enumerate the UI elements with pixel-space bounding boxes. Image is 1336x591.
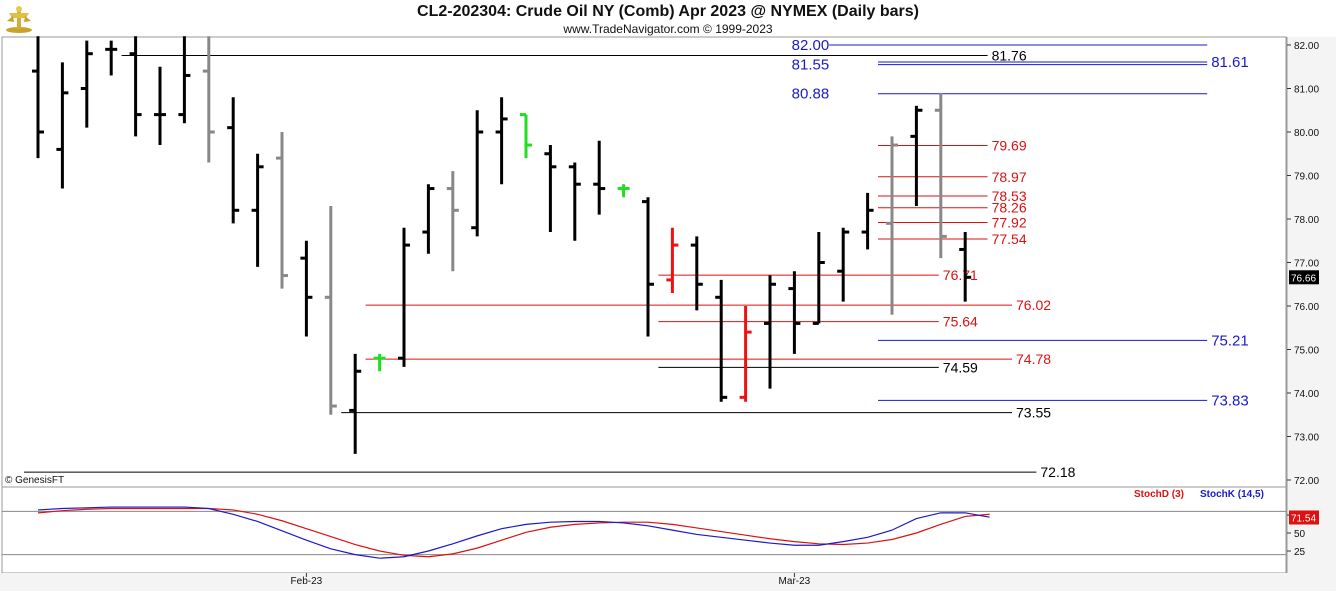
level-label: 73.83: [1211, 392, 1249, 409]
level-label: 74.59: [943, 359, 978, 375]
stochastic-panel-frame: [1, 486, 1287, 574]
y-axis-band: [1287, 37, 1336, 591]
last-price-label: 76.66: [1291, 273, 1316, 284]
y-tick-label: 80.00: [1294, 128, 1319, 139]
level-label: 78.97: [992, 169, 1027, 185]
y-tick-label: 74.00: [1294, 389, 1319, 400]
stochastic-y-tick-label: 50: [1294, 529, 1306, 540]
stochastic-line: [37, 507, 990, 558]
chart-subtitle: www.TradeNavigator.com © 1999-2023: [563, 22, 773, 36]
legend-stochk: StochK (14,5): [1200, 489, 1264, 500]
level-label: 78.26: [992, 200, 1027, 216]
copyright-label: © GenesisFT: [5, 475, 65, 486]
y-tick-label: 79.00: [1294, 172, 1319, 183]
level-label: 76.71: [943, 267, 978, 283]
y-tick-label: 76.00: [1294, 302, 1319, 313]
last-price-badge: [1289, 270, 1319, 285]
level-label: 80.88: [792, 86, 830, 103]
level-label: 75.64: [943, 314, 978, 330]
level-label: 81.61: [1211, 54, 1249, 71]
stochastic-last-label: 71.54: [1291, 513, 1316, 524]
y-tick-label: 73.00: [1294, 433, 1319, 444]
level-label: 78.53: [992, 188, 1027, 204]
chart-title: CL2-202304: Crude Oil NY (Comb) Apr 2023…: [417, 3, 919, 20]
y-tick-label: 77.00: [1294, 259, 1319, 270]
level-label: 81.55: [792, 57, 830, 74]
y-tick-label: 78.00: [1294, 215, 1319, 226]
trade-navigator-logo: [4, 4, 34, 34]
stochastic-last-badge: [1289, 510, 1319, 525]
level-label: 77.92: [992, 214, 1027, 230]
x-tick-label: Mar-23: [779, 576, 811, 587]
level-label: 77.54: [992, 231, 1027, 247]
x-axis-band: [0, 573, 1287, 591]
price-panel-frame: [1, 36, 1287, 488]
y-tick-label: 82.00: [1294, 41, 1319, 52]
level-label: 79.69: [992, 137, 1027, 153]
level-label: 75.21: [1211, 332, 1249, 349]
level-label: 81.76: [992, 47, 1027, 63]
x-tick-label: Feb-23: [291, 576, 323, 587]
legend-stochd: StochD (3): [1134, 489, 1184, 500]
stochastic-line: [37, 506, 990, 559]
level-label: 82.00: [792, 37, 830, 54]
stochastic-y-tick-label: 25: [1294, 547, 1306, 558]
y-tick-label: 72.00: [1294, 476, 1319, 487]
level-label: 73.55: [1016, 405, 1051, 421]
y-tick-label: 75.00: [1294, 346, 1319, 357]
level-label: 74.78: [1016, 351, 1051, 367]
level-label: 76.02: [1016, 297, 1051, 313]
y-tick-label: 81.00: [1294, 85, 1319, 96]
level-label: 72.18: [1040, 464, 1075, 480]
